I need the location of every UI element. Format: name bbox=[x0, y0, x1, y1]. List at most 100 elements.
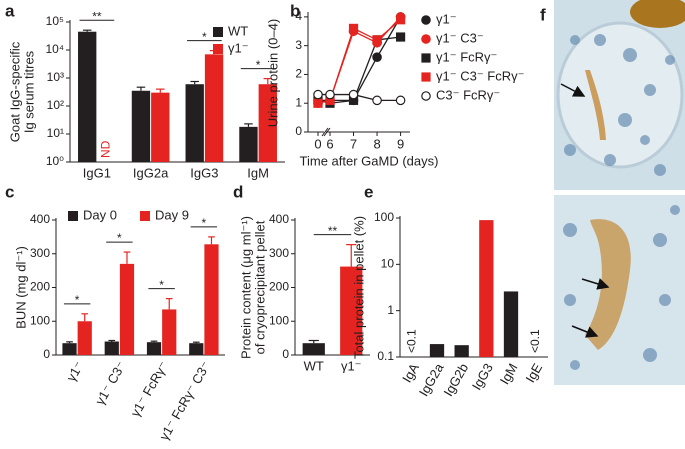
y-tick-label: 10³ bbox=[47, 70, 64, 84]
legend-marker bbox=[421, 53, 431, 63]
y-axis-label: Ig serum titres bbox=[21, 50, 36, 133]
data-point bbox=[325, 89, 335, 100]
legend-label: Day 9 bbox=[155, 207, 189, 222]
x-tick-label: 9 bbox=[397, 136, 404, 151]
x-tick-label: IgM bbox=[497, 361, 521, 387]
x-tick-label: IgG3 bbox=[469, 361, 496, 393]
x-tick-label: IgG3 bbox=[190, 165, 218, 180]
y-axis-label: Urine protein (0–4) bbox=[265, 19, 280, 127]
arrow bbox=[560, 83, 586, 97]
deposit bbox=[585, 70, 606, 140]
x-tick-label: IgM bbox=[247, 165, 269, 180]
data-point bbox=[395, 32, 406, 42]
glomerulus bbox=[556, 21, 684, 169]
x-tick-label: γ1⁻ FcRγ⁻ bbox=[128, 359, 172, 420]
y-tick-label: 2 bbox=[295, 67, 302, 81]
y-tick-label: 100 bbox=[374, 210, 394, 224]
y-tick-label: 200 bbox=[269, 280, 289, 294]
panel-letter: d bbox=[233, 182, 243, 201]
x-tick-label: 8 bbox=[373, 136, 380, 151]
significance-label: * bbox=[256, 58, 261, 72]
significance-label: * bbox=[117, 231, 122, 245]
legend-swatch bbox=[213, 27, 223, 37]
y-tick-label: 400 bbox=[269, 212, 289, 226]
bar bbox=[429, 344, 445, 357]
bar bbox=[77, 321, 92, 355]
significance-label: ** bbox=[92, 9, 102, 23]
x-axis-label: Time after GaMD (days) bbox=[300, 153, 439, 168]
data-point bbox=[313, 98, 323, 108]
legend-marker bbox=[421, 15, 431, 25]
legend-label: Day 0 bbox=[83, 207, 117, 222]
y-tick-label: 200 bbox=[30, 280, 50, 294]
data-point bbox=[395, 95, 406, 106]
y-tick-label: 300 bbox=[30, 246, 50, 260]
value-label: ND bbox=[99, 140, 113, 158]
significance-label: * bbox=[202, 216, 207, 230]
bar bbox=[258, 84, 277, 162]
significance-label: * bbox=[75, 293, 80, 307]
bar bbox=[185, 84, 204, 162]
x-tick-label: 6 bbox=[326, 136, 333, 151]
data-point bbox=[372, 52, 382, 62]
y-axis-label: Total protein in pellet (%) bbox=[351, 216, 366, 359]
x-tick-label: IgE bbox=[522, 360, 545, 385]
x-tick-label: IgG2b bbox=[441, 361, 472, 399]
bar bbox=[104, 341, 119, 355]
x-tick-label: 0 bbox=[314, 136, 321, 151]
bar bbox=[151, 92, 170, 162]
y-axis-label: BUN (mg dl⁻¹) bbox=[13, 246, 28, 329]
arrow bbox=[581, 278, 610, 290]
y-tick-label: 10⁵ bbox=[46, 14, 64, 28]
y-tick-label: 10 bbox=[381, 257, 395, 271]
brown-stain bbox=[630, 0, 685, 28]
y-tick-label: 10¹ bbox=[47, 126, 64, 140]
x-tick-label: γ1⁻ C3⁻ bbox=[92, 359, 129, 408]
y-tick-label: 0 bbox=[43, 347, 50, 361]
bar bbox=[189, 343, 204, 355]
y-axis-label: Protein content (μg ml⁻¹) bbox=[238, 216, 253, 359]
data-point bbox=[372, 35, 382, 45]
x-tick-label: γ1⁻ bbox=[341, 358, 362, 373]
legend-label: γ1⁻ bbox=[436, 11, 457, 26]
y-tick-label: 100 bbox=[269, 313, 289, 327]
bar bbox=[204, 244, 219, 355]
y-axis-label: Goat IgG-specific bbox=[7, 41, 22, 142]
legend-swatch bbox=[213, 44, 223, 54]
data-point bbox=[372, 95, 382, 106]
axis-break bbox=[321, 127, 329, 137]
legend-marker bbox=[421, 34, 431, 44]
y-tick-label: 10² bbox=[47, 98, 64, 112]
bar bbox=[162, 309, 177, 355]
x-tick-label: IgA bbox=[399, 360, 422, 385]
y-tick-label: 300 bbox=[269, 246, 289, 260]
legend-marker bbox=[421, 72, 431, 82]
bar bbox=[503, 291, 519, 357]
y-tick-label: 0 bbox=[295, 124, 302, 138]
legend-swatch bbox=[140, 211, 150, 221]
data-point bbox=[348, 23, 359, 33]
nuclei bbox=[564, 34, 675, 176]
panel-letter: e bbox=[364, 182, 373, 201]
value-label: <0.1 bbox=[405, 329, 419, 353]
arrow bbox=[571, 325, 599, 338]
bar bbox=[78, 31, 97, 162]
x-tick-label: IgG2a bbox=[133, 165, 169, 180]
y-tick-label: 3 bbox=[295, 38, 302, 52]
y-axis-label: of cryoprecipitant pellet bbox=[252, 220, 267, 354]
data-point bbox=[395, 15, 406, 25]
y-tick-label: 100 bbox=[30, 313, 50, 327]
panel-letter: f bbox=[540, 5, 546, 24]
y-tick-label: 10⁴ bbox=[45, 42, 64, 56]
y-tick-label: 10⁰ bbox=[46, 154, 64, 168]
bar bbox=[340, 266, 363, 355]
bar bbox=[239, 126, 258, 162]
bar bbox=[479, 220, 494, 357]
y-tick-label: 1 bbox=[387, 303, 394, 317]
legend-label: γ1⁻ C3⁻ bbox=[436, 30, 484, 45]
y-tick-label: 0 bbox=[282, 347, 289, 361]
legend-label: C3⁻ FcRγ⁻ bbox=[436, 87, 500, 102]
legend-label: γ1⁻ bbox=[228, 40, 249, 55]
bar bbox=[454, 345, 469, 357]
